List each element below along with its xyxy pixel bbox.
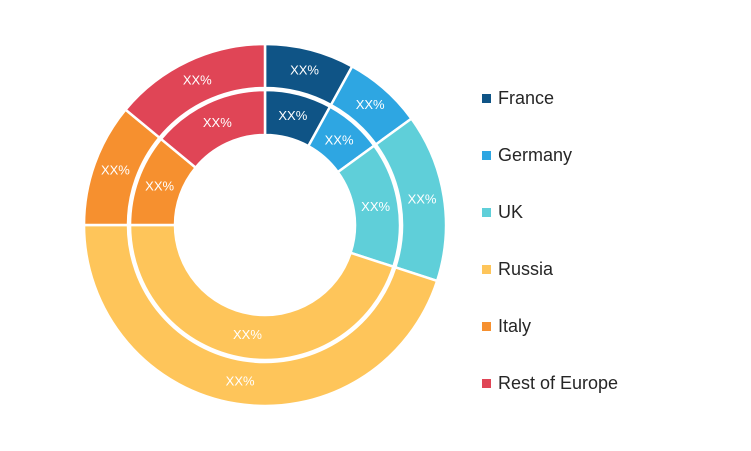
outer-ring-label-france: XX%: [290, 62, 319, 77]
outer-ring-label-uk: XX%: [408, 192, 437, 207]
legend-swatch: [482, 94, 491, 103]
legend-item-rest-of-europe: Rest of Europe: [482, 355, 618, 412]
legend-label: Germany: [498, 145, 573, 165]
legend: France Germany UK Russia Italy Rest of E…: [482, 70, 618, 412]
inner-ring-label-germany: XX%: [325, 132, 354, 147]
legend-swatch: [482, 379, 491, 388]
legend-label: France: [498, 88, 555, 108]
inner-ring-slice-russia: [128, 223, 395, 362]
inner-ring-label-italy: XX%: [145, 178, 174, 193]
legend-item-russia: Russia: [482, 241, 618, 298]
inner-ring-label-france: XX%: [278, 108, 307, 123]
legend-swatch: [482, 151, 491, 160]
outer-ring-label-italy: XX%: [101, 163, 130, 178]
inner-ring-label-uk: XX%: [361, 199, 390, 214]
legend-item-germany: Germany: [482, 127, 618, 184]
legend-label: UK: [498, 202, 524, 222]
legend-swatch: [482, 208, 491, 217]
legend-label: Italy: [498, 316, 532, 336]
legend-swatch: [482, 322, 491, 331]
inner-ring-label-rest-of-europe: XX%: [203, 115, 232, 130]
inner-ring-label-russia: XX%: [233, 327, 262, 342]
legend-item-italy: Italy: [482, 298, 618, 355]
legend-item-uk: UK: [482, 184, 618, 241]
outer-ring-label-rest-of-europe: XX%: [183, 73, 212, 88]
legend-label: Russia: [498, 259, 554, 279]
outer-ring-slice-rest-of-europe: [123, 42, 267, 140]
inner-ring-slice-rest-of-europe: [159, 88, 267, 170]
outer-ring-slice-russia: [82, 223, 439, 408]
legend-item-france: France: [482, 70, 618, 127]
legend-swatch: [482, 265, 491, 274]
outer-ring-label-russia: XX%: [226, 373, 255, 388]
outer-ring-label-germany: XX%: [356, 97, 385, 112]
legend-label: Rest of Europe: [498, 373, 619, 393]
